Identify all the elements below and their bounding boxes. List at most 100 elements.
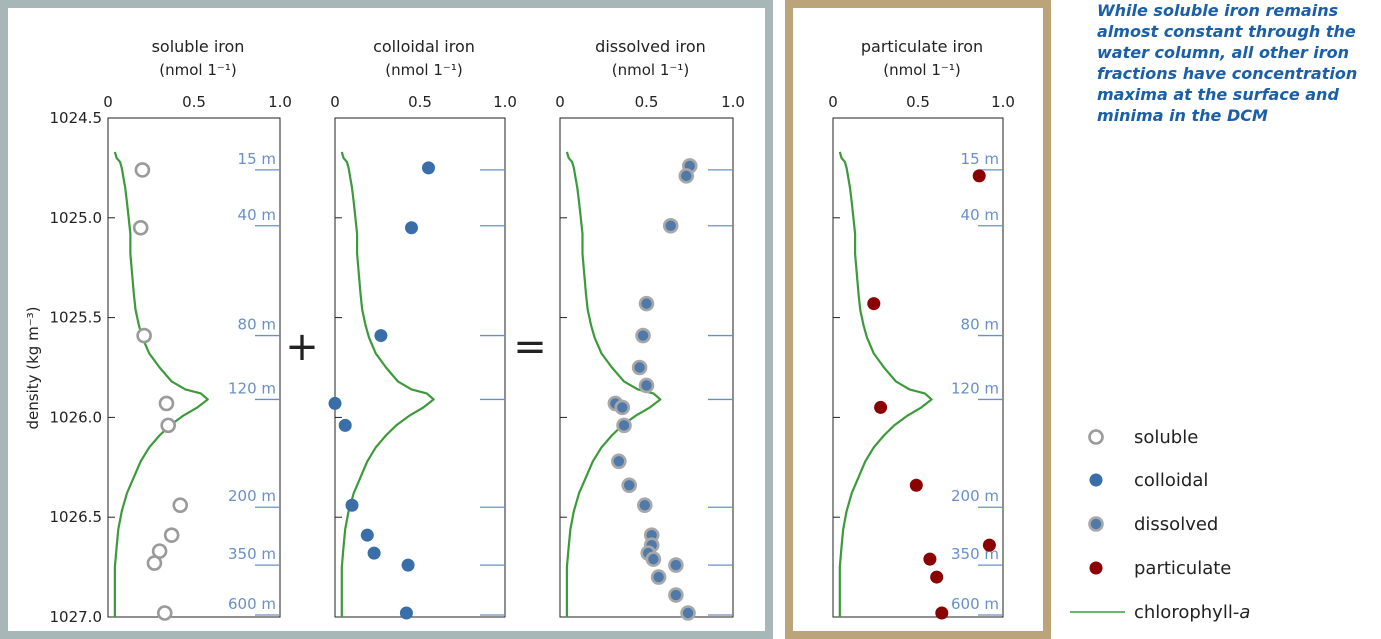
y-axis-label: density (kg m⁻³) bbox=[24, 307, 42, 430]
data-point-particulate bbox=[874, 400, 888, 414]
data-point-soluble bbox=[156, 605, 173, 621]
right-frame bbox=[785, 0, 1051, 639]
legend-item-colloidal: colloidal bbox=[1089, 470, 1208, 491]
x-tick-label: 0.5 bbox=[906, 93, 930, 111]
legend-label: dissolved bbox=[1134, 514, 1218, 535]
x-tick-label: 1.0 bbox=[721, 93, 745, 111]
data-point-dissolved bbox=[668, 587, 684, 603]
data-point-colloidal bbox=[328, 396, 342, 410]
data-point-colloidal bbox=[345, 498, 359, 512]
depth-label: 15 m bbox=[961, 150, 999, 168]
plot-box bbox=[559, 117, 734, 618]
data-point-dissolved bbox=[678, 168, 695, 184]
legend-label: particulate bbox=[1134, 558, 1231, 579]
chlorophyll-line bbox=[113, 151, 209, 617]
plot-box bbox=[832, 117, 1004, 618]
data-point-particulate bbox=[867, 297, 881, 311]
panel-title: particulate iron bbox=[861, 37, 983, 56]
data-point-dissolved bbox=[611, 453, 627, 470]
depth-label: 40 m bbox=[238, 206, 276, 224]
x-tick-label: 1.0 bbox=[493, 93, 517, 111]
x-tick-label: 1.0 bbox=[268, 93, 292, 111]
data-point-colloidal bbox=[374, 329, 388, 343]
data-point-particulate bbox=[909, 478, 923, 492]
x-tick-label: 0.5 bbox=[635, 93, 659, 111]
data-point-soluble bbox=[134, 162, 151, 178]
data-point-dissolved bbox=[650, 569, 667, 585]
legend-item-chlorophyll: chlorophyll-a bbox=[1070, 602, 1250, 623]
data-point-dissolved bbox=[638, 377, 655, 394]
data-point-colloidal bbox=[405, 221, 418, 235]
legend-marker-dissolved bbox=[1088, 516, 1104, 532]
data-point-dissolved bbox=[668, 557, 684, 573]
data-point-soluble bbox=[158, 395, 175, 412]
panel-unit: (nmol 1⁻¹) bbox=[159, 61, 236, 79]
plus-symbol: + bbox=[285, 324, 319, 370]
plot-box bbox=[334, 117, 506, 618]
x-tick-label: 0 bbox=[555, 93, 565, 111]
panel-title: colloidal iron bbox=[373, 37, 475, 56]
depth-label: 600 m bbox=[951, 595, 999, 613]
panel-unit: (nmol 1⁻¹) bbox=[883, 61, 960, 79]
data-point-soluble bbox=[163, 527, 180, 543]
data-point-colloidal bbox=[367, 546, 381, 560]
annotation-text: While soluble iron remains almost consta… bbox=[1097, 1, 1358, 125]
legend-label: soluble bbox=[1134, 427, 1198, 448]
depth-label: 80 m bbox=[238, 316, 276, 334]
data-point-dissolved bbox=[662, 217, 679, 234]
legend-label-italic: a bbox=[1239, 602, 1250, 623]
x-tick-label: 1.0 bbox=[991, 93, 1015, 111]
legend-label: chlorophyll-a bbox=[1134, 602, 1250, 623]
panel-dissolved: dissolved iron (nmol 1⁻¹) 0 0.5 1.0 bbox=[555, 37, 745, 621]
legend-item-soluble: soluble bbox=[1088, 427, 1198, 448]
panel-unit: (nmol 1⁻¹) bbox=[385, 61, 462, 79]
panel-soluble: soluble iron (nmol 1⁻¹) 0 0.5 1.0 1024.5 1025.… bbox=[50, 37, 292, 626]
data-point-particulate bbox=[923, 552, 937, 566]
panel-unit: (nmol 1⁻¹) bbox=[612, 61, 689, 79]
x-tick-label: 0 bbox=[103, 93, 113, 111]
data-point-soluble bbox=[146, 555, 163, 571]
data-point-dissolved bbox=[621, 477, 638, 494]
legend-marker-particulate bbox=[1089, 561, 1103, 575]
x-tick-label: 0 bbox=[828, 93, 838, 111]
data-point-colloidal bbox=[401, 558, 415, 572]
x-tick-label: 0 bbox=[330, 93, 340, 111]
panel-title: soluble iron bbox=[152, 37, 245, 56]
equals-symbol: = bbox=[513, 324, 547, 370]
y-tick-label: 1027.0 bbox=[50, 608, 103, 626]
data-point-soluble bbox=[132, 219, 149, 236]
legend-marker-soluble bbox=[1088, 429, 1104, 445]
depth-label: 15 m bbox=[238, 150, 276, 168]
left-frame bbox=[0, 0, 773, 639]
data-point-dissolved bbox=[635, 327, 651, 344]
data-point-soluble bbox=[172, 497, 189, 514]
depth-label: 200 m bbox=[951, 487, 999, 505]
y-tick-label: 1025.5 bbox=[50, 309, 103, 327]
data-point-dissolved bbox=[645, 551, 662, 567]
chlorophyll-line bbox=[838, 151, 933, 617]
plot-box bbox=[107, 117, 281, 618]
data-point-dissolved bbox=[631, 359, 648, 376]
panel-title: dissolved iron bbox=[595, 37, 706, 56]
depth-label: 80 m bbox=[961, 316, 999, 334]
chlorophyll-line bbox=[565, 151, 662, 617]
y-tick-label: 1025.0 bbox=[50, 209, 103, 227]
data-point-colloidal bbox=[422, 161, 435, 175]
data-point-dissolved bbox=[680, 605, 696, 621]
x-tick-label: 0.5 bbox=[408, 93, 432, 111]
y-tick-label: 1026.0 bbox=[50, 408, 103, 426]
data-point-particulate bbox=[972, 169, 986, 183]
y-tick-label: 1026.5 bbox=[50, 508, 103, 526]
data-point-particulate bbox=[982, 538, 996, 552]
depth-label: 200 m bbox=[228, 487, 276, 505]
depth-label: 600 m bbox=[228, 595, 276, 613]
data-point-colloidal bbox=[399, 606, 413, 620]
data-point-soluble bbox=[160, 417, 176, 434]
data-point-particulate bbox=[935, 606, 949, 620]
data-point-particulate bbox=[930, 570, 944, 584]
depth-label: 350 m bbox=[228, 545, 276, 563]
data-point-colloidal bbox=[338, 418, 352, 432]
y-tick-label: 1024.5 bbox=[50, 109, 103, 127]
data-point-dissolved bbox=[638, 295, 655, 312]
data-point-dissolved bbox=[636, 497, 653, 514]
